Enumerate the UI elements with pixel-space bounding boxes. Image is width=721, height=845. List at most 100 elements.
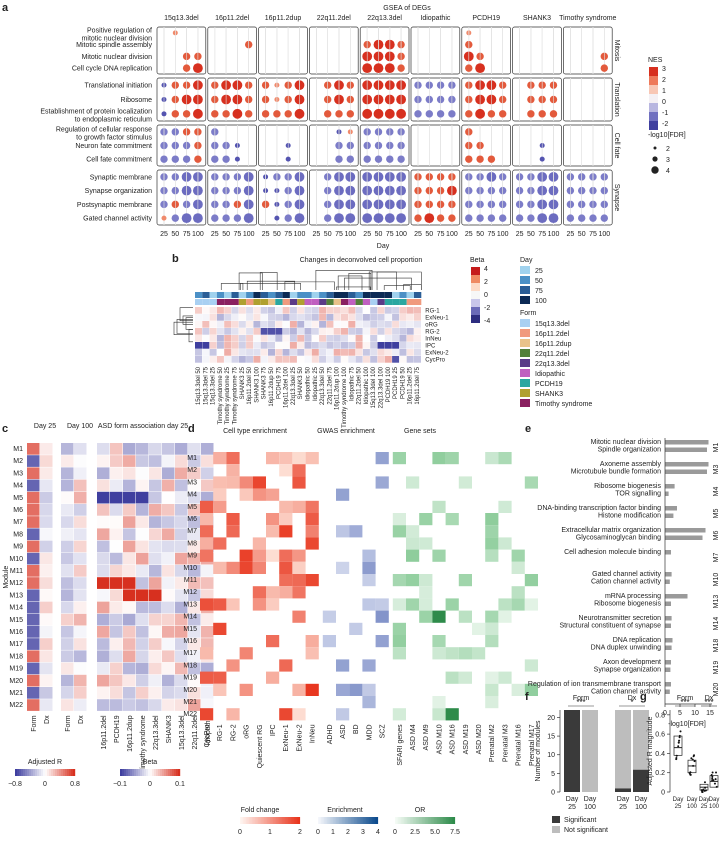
enr-legend-title: Enrichment bbox=[327, 807, 362, 814]
row-dendrogram bbox=[173, 321, 193, 335]
or-scale-cell bbox=[420, 817, 423, 824]
beta-cell bbox=[123, 601, 136, 614]
legend-title: NES bbox=[648, 57, 663, 64]
panel-b: b Changes in deconvolved cell proportionR… bbox=[172, 253, 592, 428]
beta-cell bbox=[136, 540, 149, 553]
fold-change-cell bbox=[239, 647, 253, 660]
fdr-bar bbox=[665, 491, 669, 496]
or-tick: 7.5 bbox=[450, 829, 460, 836]
beta-cell bbox=[216, 321, 224, 328]
beta-cell bbox=[275, 328, 283, 335]
day-tick: 25 bbox=[211, 231, 219, 238]
facet-frame bbox=[258, 169, 308, 226]
or-scale-cell bbox=[411, 817, 414, 824]
fc-scale-cell bbox=[265, 817, 268, 824]
or-scale-cell bbox=[441, 817, 444, 824]
go-term-label: DNA duplex unwinding bbox=[591, 645, 662, 652]
beta-scale-cell bbox=[471, 267, 480, 275]
or-scale-cell bbox=[401, 817, 403, 824]
beta-cell bbox=[175, 528, 188, 541]
nes-dot bbox=[194, 155, 202, 163]
fc-scale-cell bbox=[277, 817, 280, 824]
facet-frame bbox=[512, 124, 562, 167]
beta-cell bbox=[216, 349, 224, 356]
enrichment-cell bbox=[362, 549, 376, 562]
day-tick: 50 bbox=[425, 231, 433, 238]
row-dendrogram bbox=[176, 319, 193, 334]
form-strip-cell bbox=[297, 299, 305, 305]
beta-cell bbox=[149, 601, 162, 614]
day-swatch bbox=[520, 266, 530, 274]
r-cell-day100 bbox=[61, 613, 74, 626]
nes-tick: 1 bbox=[662, 88, 666, 95]
beta-cell bbox=[123, 565, 136, 577]
fold-change-cell bbox=[305, 513, 319, 526]
nes-dot bbox=[397, 64, 405, 72]
enr-scale-cell bbox=[370, 817, 373, 824]
column-label: SHANK3 25 bbox=[240, 366, 246, 399]
facet-frame bbox=[512, 26, 562, 75]
fdr-bar bbox=[665, 440, 709, 445]
nes-dot bbox=[324, 214, 332, 222]
fold-change-cell bbox=[279, 513, 293, 526]
beta-cell bbox=[162, 577, 175, 589]
beta-cell bbox=[123, 699, 136, 711]
form-swatch bbox=[520, 359, 530, 367]
beta-cell bbox=[175, 650, 188, 663]
beta-cell bbox=[136, 455, 149, 467]
form-label: 22q11.2del bbox=[535, 351, 570, 358]
beta-cell bbox=[175, 613, 188, 626]
beta-cell bbox=[209, 356, 217, 363]
day-strip-cell bbox=[319, 292, 327, 298]
beta-cell bbox=[355, 349, 363, 356]
r-scale-cell bbox=[65, 769, 68, 776]
fold-change-cell bbox=[292, 500, 306, 513]
form-label: 22q13.3del bbox=[535, 361, 570, 368]
beta-scale-cell bbox=[471, 315, 480, 323]
beta-cell bbox=[188, 662, 201, 675]
or-scale-cell bbox=[440, 817, 442, 824]
beta-cell bbox=[253, 328, 261, 335]
column-label: 22q13.3del 100 bbox=[379, 366, 385, 408]
fdr-bar bbox=[665, 484, 675, 489]
beta-cell bbox=[209, 342, 217, 349]
fold-change-cell bbox=[305, 683, 319, 696]
beta-cell bbox=[149, 687, 162, 699]
beta-cell bbox=[268, 342, 275, 349]
beta-cell bbox=[399, 314, 407, 321]
beta-cell bbox=[304, 349, 312, 356]
or-scale-cell bbox=[404, 817, 406, 824]
nes-dot bbox=[211, 155, 219, 163]
beta-cell bbox=[97, 589, 110, 602]
beta-cell bbox=[304, 342, 312, 349]
beta-cell bbox=[195, 321, 202, 328]
r-cell-day100 bbox=[61, 687, 74, 699]
beta-cell bbox=[260, 314, 268, 321]
r-cell-day100 bbox=[74, 699, 87, 711]
box bbox=[673, 735, 683, 756]
column-header: Idiopathic bbox=[420, 15, 450, 22]
beta-cell bbox=[110, 589, 123, 602]
r-tick: −0.8 bbox=[8, 781, 22, 788]
nes-scale-cell bbox=[649, 76, 658, 85]
r-cell-day100 bbox=[74, 455, 87, 467]
fold-change-cell bbox=[200, 525, 214, 538]
fc-scale-cell bbox=[271, 817, 274, 824]
or-cell bbox=[419, 537, 433, 550]
data-point bbox=[700, 789, 703, 792]
r-cell-day100 bbox=[74, 504, 87, 516]
beta-cell bbox=[246, 342, 254, 349]
or-cell bbox=[485, 537, 499, 550]
fold-change-cell bbox=[200, 647, 214, 660]
enr-scale-cell bbox=[342, 817, 344, 824]
fold-change-cell bbox=[279, 561, 293, 574]
r-cell-day100 bbox=[61, 467, 74, 480]
beta-cell bbox=[275, 321, 283, 328]
or-cell bbox=[524, 659, 538, 672]
facet-frame bbox=[156, 124, 207, 167]
group-label: Form bbox=[677, 695, 694, 702]
beta-cell bbox=[362, 356, 370, 363]
x-tick-label: 25 bbox=[675, 804, 682, 810]
day-tick: 75 bbox=[488, 231, 496, 238]
